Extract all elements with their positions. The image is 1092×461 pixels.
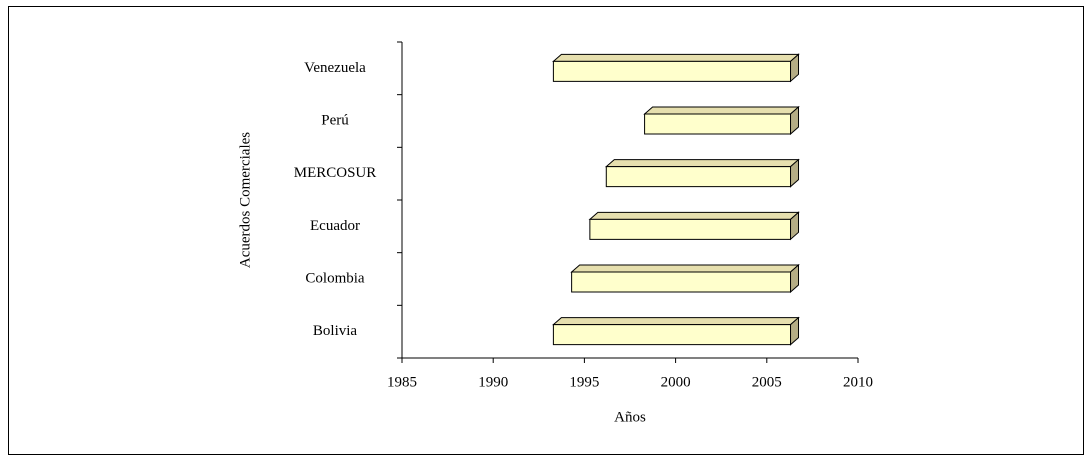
y-tick-label: Perú xyxy=(321,112,349,128)
y-tick-label: Colombia xyxy=(305,270,365,286)
x-tick-label: 1985 xyxy=(387,374,417,390)
bar-front xyxy=(589,218,792,240)
x-tick-label: 1990 xyxy=(478,374,508,390)
y-tick-label: Bolivia xyxy=(313,323,358,339)
bar-front xyxy=(605,166,792,188)
y-tick-label: Venezuela xyxy=(304,60,366,76)
bar-top xyxy=(570,264,800,273)
x-tick-label: 1995 xyxy=(569,374,599,390)
bar xyxy=(588,211,800,241)
bar xyxy=(552,53,800,83)
bar-front xyxy=(552,324,792,346)
chart-frame xyxy=(8,6,1084,455)
x-axis-label: Años xyxy=(614,409,646,425)
bar-front xyxy=(552,60,792,82)
bar xyxy=(643,105,800,136)
bar xyxy=(570,263,800,294)
bar-top xyxy=(643,106,800,115)
y-axis-label: Acuerdos Comerciales xyxy=(237,132,253,268)
bar-front xyxy=(644,113,792,135)
y-tick-label: Ecuador xyxy=(310,218,360,234)
bar xyxy=(552,316,800,346)
bar-top xyxy=(588,211,800,220)
bar xyxy=(604,158,800,188)
bar-front xyxy=(571,271,792,293)
x-tick-label: 2005 xyxy=(752,374,782,390)
bar-top xyxy=(552,317,800,326)
bar-top xyxy=(552,53,800,62)
x-tick-label: 2000 xyxy=(661,374,691,390)
bar-top xyxy=(604,159,800,168)
x-tick-label: 2010 xyxy=(843,374,873,390)
y-tick-label: MERCOSUR xyxy=(294,165,377,181)
